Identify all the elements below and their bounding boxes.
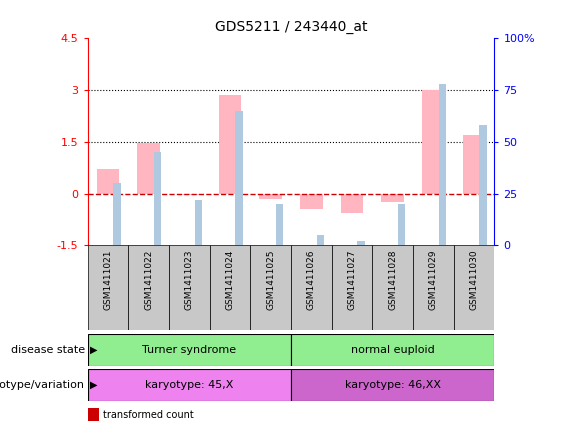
Bar bbox=[454, 245, 494, 330]
Bar bbox=[219, 95, 241, 194]
Bar bbox=[300, 194, 323, 209]
Bar bbox=[381, 194, 404, 202]
Text: karyotype: 45,X: karyotype: 45,X bbox=[145, 380, 233, 390]
Bar bbox=[88, 334, 291, 366]
Bar bbox=[113, 183, 120, 245]
Bar bbox=[97, 169, 119, 194]
Bar bbox=[422, 90, 445, 194]
Bar bbox=[479, 125, 486, 245]
Text: GSM1411025: GSM1411025 bbox=[266, 250, 275, 310]
Bar bbox=[88, 245, 128, 330]
Text: genotype/variation: genotype/variation bbox=[0, 380, 85, 390]
Bar bbox=[259, 194, 282, 199]
Title: GDS5211 / 243440_at: GDS5211 / 243440_at bbox=[215, 20, 367, 34]
Text: GSM1411022: GSM1411022 bbox=[144, 250, 153, 310]
Text: karyotype: 46,XX: karyotype: 46,XX bbox=[345, 380, 441, 390]
Text: ▶: ▶ bbox=[90, 345, 98, 355]
Bar bbox=[210, 245, 250, 330]
Text: GSM1411030: GSM1411030 bbox=[470, 250, 479, 310]
Text: GSM1411027: GSM1411027 bbox=[347, 250, 357, 310]
Bar bbox=[372, 245, 413, 330]
Bar bbox=[398, 204, 405, 245]
Bar bbox=[128, 245, 169, 330]
Bar bbox=[463, 135, 485, 194]
Text: transformed count: transformed count bbox=[103, 410, 194, 420]
Bar bbox=[291, 245, 332, 330]
Bar bbox=[250, 245, 291, 330]
Bar bbox=[332, 245, 372, 330]
Bar bbox=[438, 84, 446, 245]
Bar bbox=[235, 111, 242, 245]
Bar bbox=[291, 334, 494, 366]
Bar bbox=[137, 143, 160, 194]
Text: GSM1411023: GSM1411023 bbox=[185, 250, 194, 310]
Bar bbox=[276, 204, 283, 245]
Text: GSM1411028: GSM1411028 bbox=[388, 250, 397, 310]
Text: normal euploid: normal euploid bbox=[351, 345, 434, 355]
Bar bbox=[194, 200, 202, 245]
Bar bbox=[88, 369, 291, 401]
Bar bbox=[357, 241, 364, 245]
Bar bbox=[316, 235, 324, 245]
Text: disease state: disease state bbox=[11, 345, 85, 355]
Text: GSM1411026: GSM1411026 bbox=[307, 250, 316, 310]
Text: GSM1411024: GSM1411024 bbox=[225, 250, 234, 310]
Bar bbox=[413, 245, 454, 330]
Bar bbox=[178, 194, 201, 195]
Text: ▶: ▶ bbox=[90, 380, 98, 390]
Bar bbox=[291, 369, 494, 401]
Text: GSM1411029: GSM1411029 bbox=[429, 250, 438, 310]
Bar bbox=[169, 245, 210, 330]
Text: Turner syndrome: Turner syndrome bbox=[142, 345, 236, 355]
Text: GSM1411021: GSM1411021 bbox=[103, 250, 112, 310]
Bar bbox=[341, 194, 363, 212]
Bar bbox=[154, 152, 161, 245]
